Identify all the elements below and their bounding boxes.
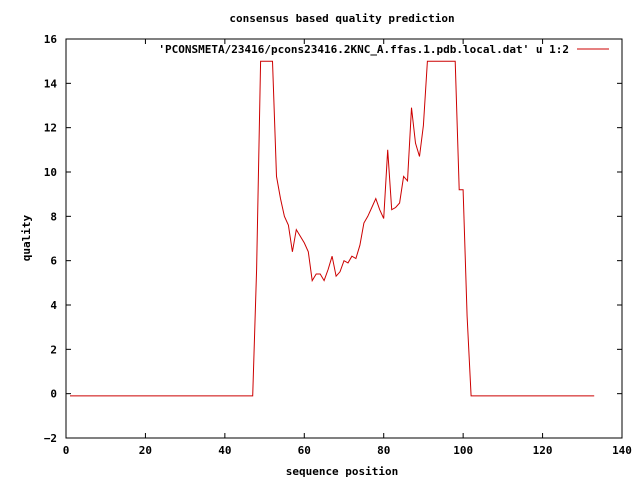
y-tick-label: 2: [50, 343, 57, 356]
y-tick-label: 10: [44, 166, 57, 179]
y-tick-label: 16: [44, 33, 58, 46]
legend-label: 'PCONSMETA/23416/pcons23416.2KNC_A.ffas.…: [158, 43, 569, 56]
x-tick-label: 140: [612, 444, 632, 457]
x-tick-label: 120: [533, 444, 553, 457]
x-tick-label: 60: [298, 444, 311, 457]
x-tick-label: 80: [377, 444, 390, 457]
x-tick-label: 100: [453, 444, 473, 457]
y-tick-label: 8: [50, 210, 57, 223]
x-tick-label: 40: [218, 444, 231, 457]
plot-frame: [65, 38, 623, 439]
y-tick-label: 6: [50, 255, 57, 268]
y-axis-label: quality: [20, 214, 33, 261]
y-tick-label: 12: [44, 122, 57, 135]
chart-title: consensus based quality prediction: [229, 12, 454, 25]
series-line: [70, 60, 595, 397]
y-tick-label: 14: [44, 77, 58, 90]
x-axis-label: sequence position: [286, 465, 399, 478]
x-tick-label: 0: [63, 444, 70, 457]
y-tick-label: 4: [50, 299, 57, 312]
y-tick-label: −2: [44, 432, 57, 445]
x-tick-label: 20: [139, 444, 152, 457]
y-tick-label: 0: [50, 388, 57, 401]
